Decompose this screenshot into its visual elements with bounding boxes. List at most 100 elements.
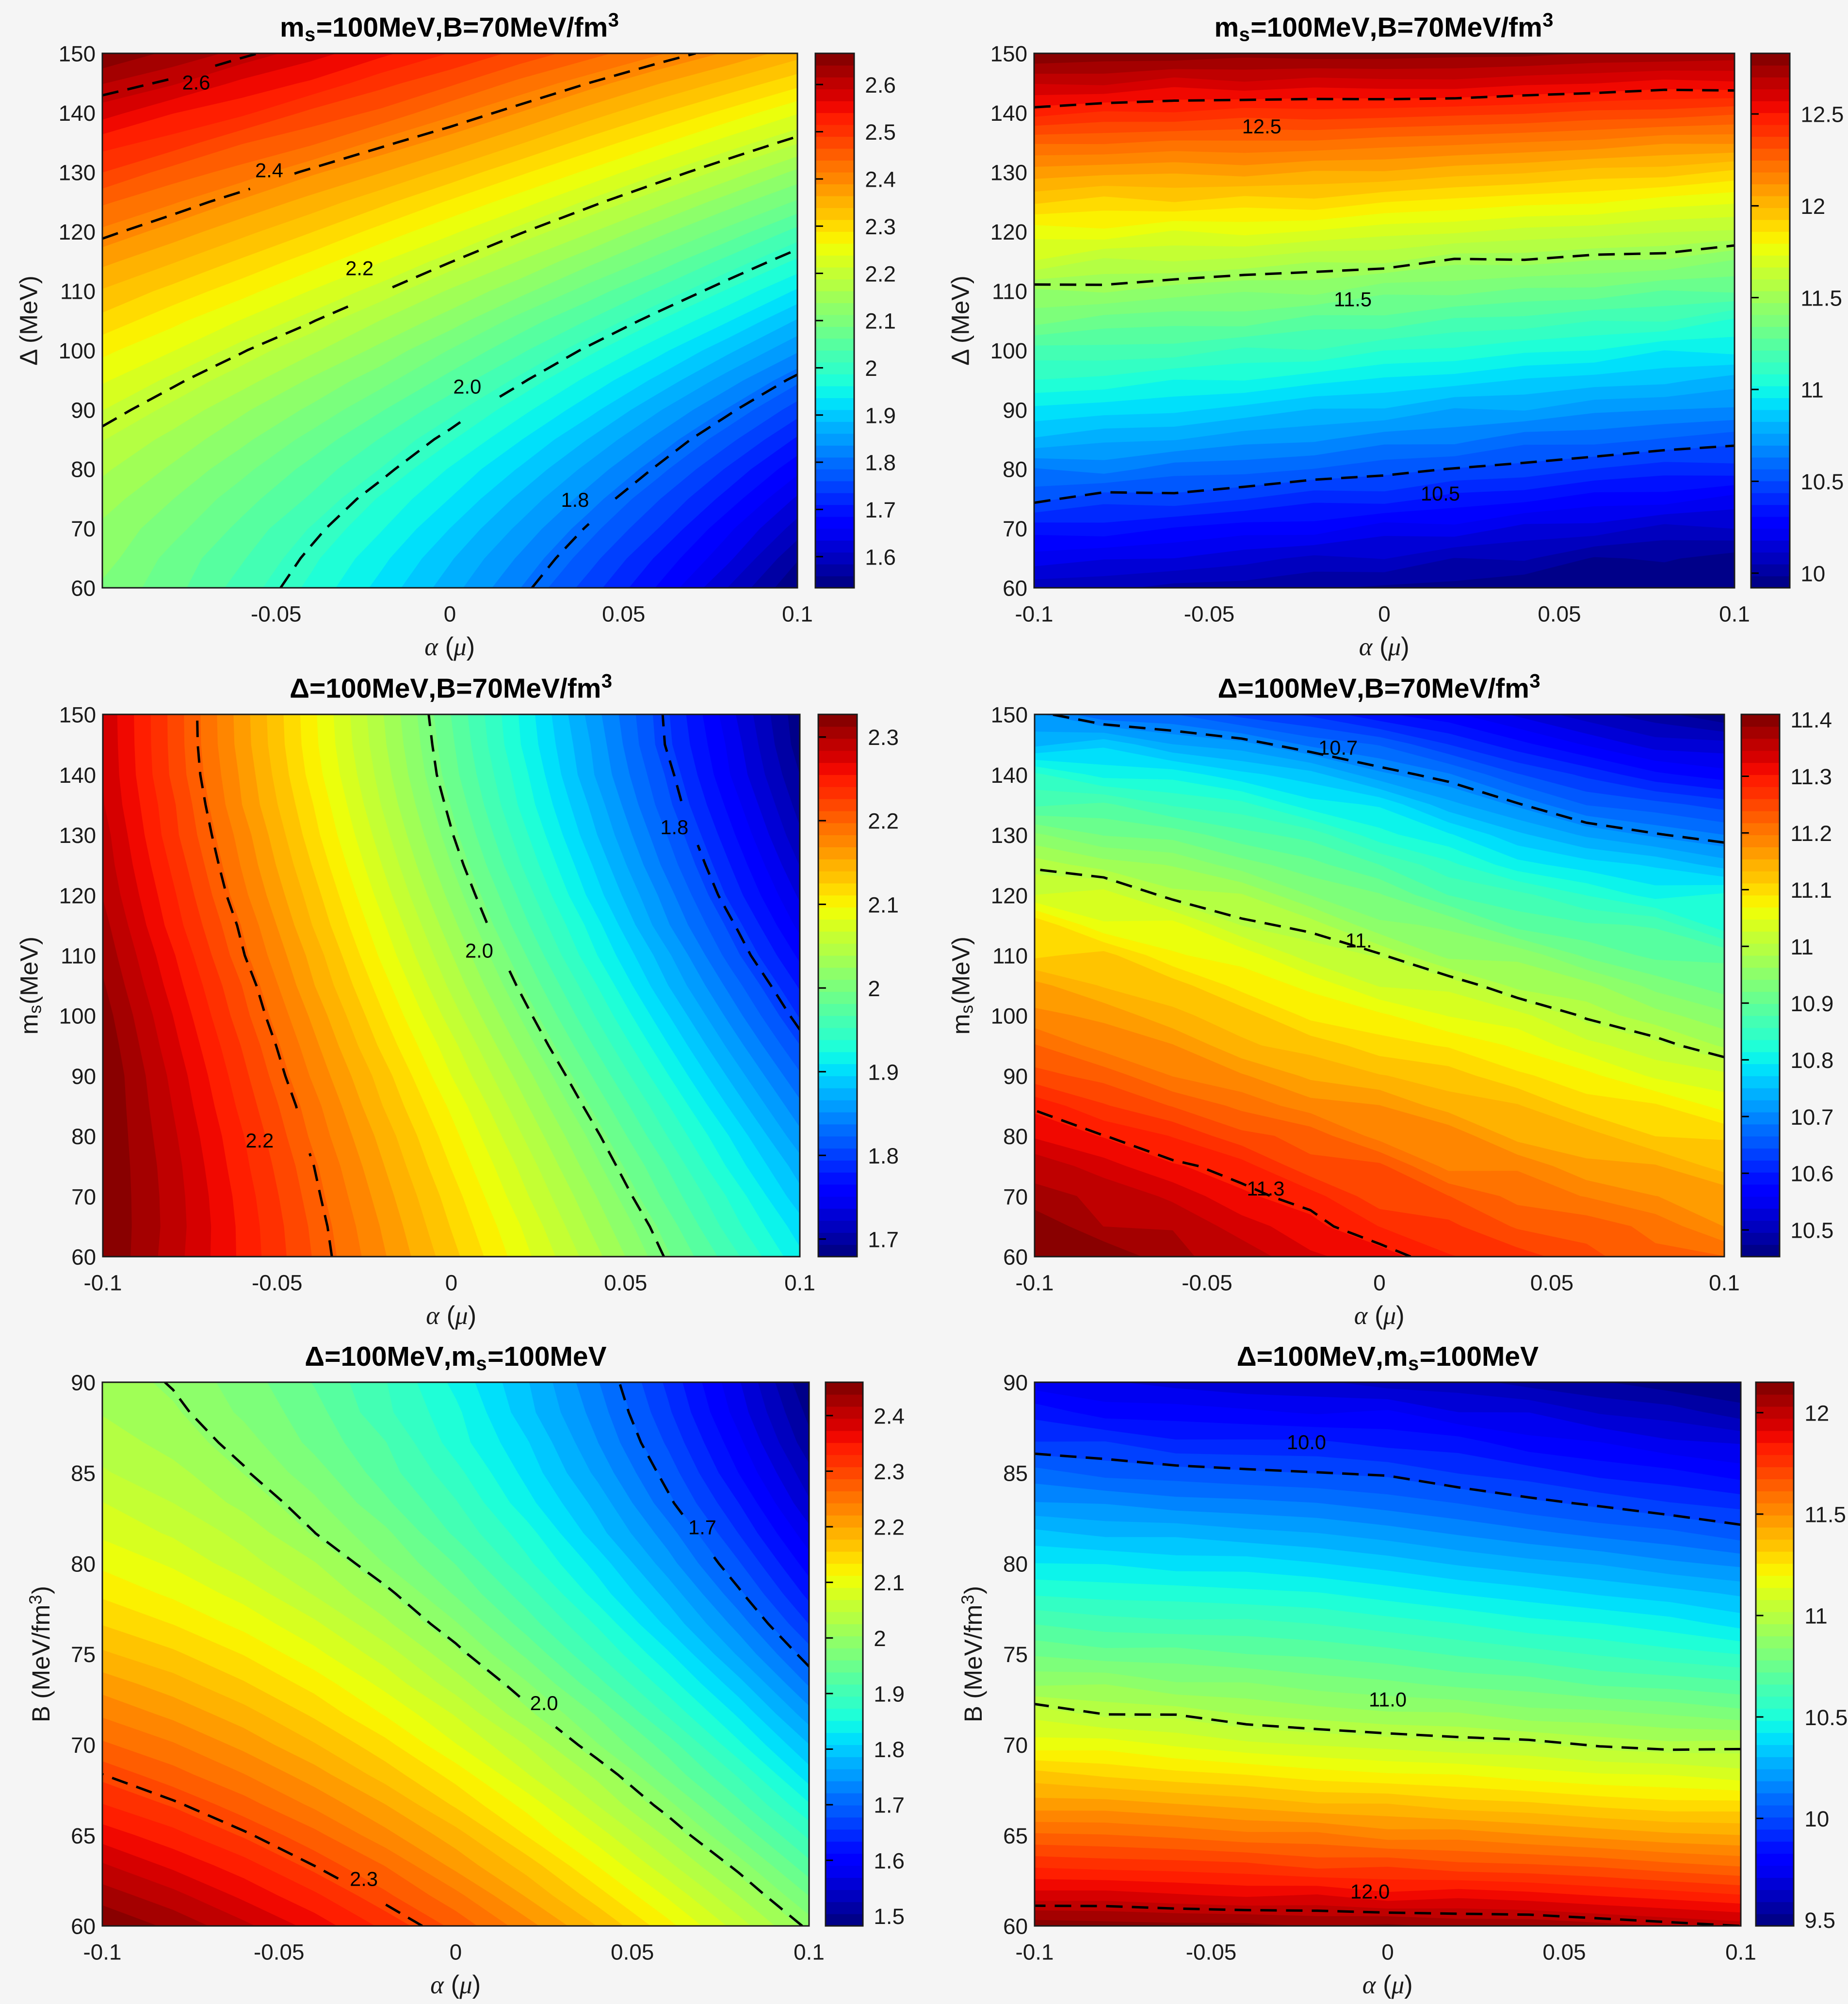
svg-text:90: 90 (71, 1371, 96, 1395)
svg-text:2.3: 2.3 (865, 214, 896, 239)
svg-text:10: 10 (1804, 1807, 1829, 1831)
svg-text:90: 90 (71, 398, 96, 422)
svg-text:-0.1: -0.1 (1015, 601, 1054, 626)
svg-text:11.0: 11.0 (1369, 1688, 1407, 1711)
svg-text:m = 1 0: m = 1 0 0 M e V , B = 7 0 M e V / f m s … (280, 9, 619, 45)
svg-text:120: 120 (991, 883, 1028, 908)
svg-text:150: 150 (59, 703, 96, 727)
svg-text:2: 2 (874, 1626, 886, 1651)
svg-text:120: 120 (59, 220, 96, 244)
svg-text:0.05: 0.05 (1542, 1939, 1586, 1964)
svg-text:0: 0 (1373, 1270, 1386, 1295)
svg-text:0: 0 (450, 1939, 462, 1964)
svg-text:-0.05: -0.05 (251, 601, 301, 626)
svg-text:12.5: 12.5 (1242, 115, 1281, 138)
svg-text:2.2: 2.2 (874, 1515, 905, 1540)
svg-text:1.9: 1.9 (868, 1060, 899, 1084)
svg-text:2.1: 2.1 (865, 309, 896, 334)
svg-text:1.8: 1.8 (660, 816, 688, 839)
svg-text:90: 90 (1003, 398, 1027, 422)
svg-text:1.7: 1.7 (868, 1227, 899, 1252)
svg-text:α μ (: α μ ( ) (430, 1971, 481, 1999)
svg-text:12: 12 (1804, 1401, 1829, 1425)
svg-text:60: 60 (1003, 1245, 1028, 1270)
svg-text:100: 100 (991, 1004, 1028, 1029)
svg-text:-0.05: -0.05 (1184, 601, 1234, 626)
svg-text:60: 60 (71, 1245, 96, 1270)
svg-text:2.6: 2.6 (182, 71, 210, 94)
svg-text:120: 120 (990, 220, 1027, 244)
svg-text:1.5: 1.5 (874, 1904, 905, 1929)
svg-text:2.0: 2.0 (530, 1692, 558, 1714)
svg-text:85: 85 (1003, 1461, 1028, 1486)
svg-text:1.6: 1.6 (865, 545, 896, 569)
svg-text:10.5: 10.5 (1790, 1218, 1833, 1243)
svg-text:75: 75 (71, 1642, 96, 1667)
svg-text:2.4: 2.4 (865, 167, 896, 192)
svg-text:11: 11 (1800, 378, 1824, 403)
svg-text:11: 11 (1790, 935, 1814, 959)
svg-text:120: 120 (59, 883, 96, 908)
svg-text:Δ (MeV): Δ (MeV) (15, 275, 43, 366)
svg-text:10.5: 10.5 (1800, 469, 1844, 494)
svg-text:α μ (: α μ ( ) (1359, 632, 1410, 661)
svg-text:2.3: 2.3 (350, 1867, 378, 1890)
svg-text:140: 140 (59, 763, 96, 788)
svg-text:70: 70 (1003, 517, 1027, 541)
svg-text:70: 70 (1003, 1733, 1028, 1758)
svg-text:B ( M: B ( M e V / f m ) 3 (25, 1583, 55, 1723)
svg-text:75: 75 (1003, 1642, 1028, 1667)
svg-text:0: 0 (1378, 601, 1391, 626)
svg-text:110: 110 (61, 943, 96, 968)
svg-text:0.1: 0.1 (784, 1270, 815, 1295)
svg-text:85: 85 (71, 1461, 96, 1486)
svg-text:1.8: 1.8 (865, 451, 896, 475)
svg-text:2: 2 (865, 356, 877, 381)
svg-text:Δ = 1 0: Δ = 1 0 0 M e V , m = 1 0 0 M e V s (1237, 1341, 1541, 1374)
svg-text:Δ = 1 0: Δ = 1 0 0 M e V , m = 1 0 0 M e V s (305, 1341, 609, 1374)
svg-text:0.1: 0.1 (794, 1939, 825, 1964)
svg-text:70: 70 (71, 517, 96, 541)
svg-text:2.2: 2.2 (865, 261, 896, 286)
svg-text:11.5: 11.5 (1800, 286, 1842, 310)
svg-text:1.9: 1.9 (865, 403, 896, 428)
svg-text:0.05: 0.05 (1538, 601, 1581, 626)
svg-text:α μ (: α μ ( ) (1362, 1971, 1413, 1999)
svg-text:0.1: 0.1 (1725, 1939, 1756, 1964)
svg-text:130: 130 (991, 823, 1028, 848)
svg-text:90: 90 (1003, 1064, 1028, 1089)
svg-text:2.3: 2.3 (874, 1459, 905, 1484)
svg-text:0.1: 0.1 (1709, 1270, 1740, 1295)
svg-text:0.05: 0.05 (604, 1270, 647, 1295)
svg-text:130: 130 (59, 823, 96, 848)
svg-text:-0.1: -0.1 (84, 1270, 122, 1295)
svg-text:140: 140 (991, 763, 1028, 788)
svg-text:0.1: 0.1 (782, 601, 813, 626)
svg-text:130: 130 (59, 160, 96, 185)
svg-text:2: 2 (868, 976, 880, 1001)
svg-text:60: 60 (1003, 576, 1027, 601)
svg-text:10.9: 10.9 (1790, 991, 1833, 1016)
svg-text:150: 150 (59, 42, 96, 66)
svg-text:11.3: 11.3 (1247, 1177, 1284, 1200)
svg-text:-0.1: -0.1 (1016, 1270, 1054, 1295)
svg-text:150: 150 (990, 42, 1027, 66)
svg-text:10.6: 10.6 (1790, 1162, 1833, 1186)
svg-text:2.6: 2.6 (865, 73, 896, 97)
svg-text:60: 60 (71, 1914, 96, 1939)
svg-text:2.2: 2.2 (345, 257, 373, 280)
svg-text:0: 0 (1381, 1939, 1394, 1964)
svg-text:80: 80 (71, 1551, 96, 1576)
svg-text:Δ (MeV): Δ (MeV) (946, 275, 974, 366)
svg-text:m ( M e: m ( M e V ) s (946, 934, 976, 1034)
svg-text:1.7: 1.7 (865, 498, 896, 522)
svg-text:2.2: 2.2 (868, 809, 899, 834)
svg-text:65: 65 (71, 1824, 96, 1848)
svg-text:100: 100 (59, 339, 96, 363)
svg-text:0: 0 (445, 1270, 458, 1295)
svg-text:2.3: 2.3 (868, 725, 899, 750)
svg-text:1.7: 1.7 (874, 1793, 905, 1818)
svg-text:-0.05: -0.05 (254, 1939, 304, 1964)
svg-text:10.5: 10.5 (1804, 1705, 1848, 1730)
svg-text:80: 80 (71, 1124, 96, 1149)
